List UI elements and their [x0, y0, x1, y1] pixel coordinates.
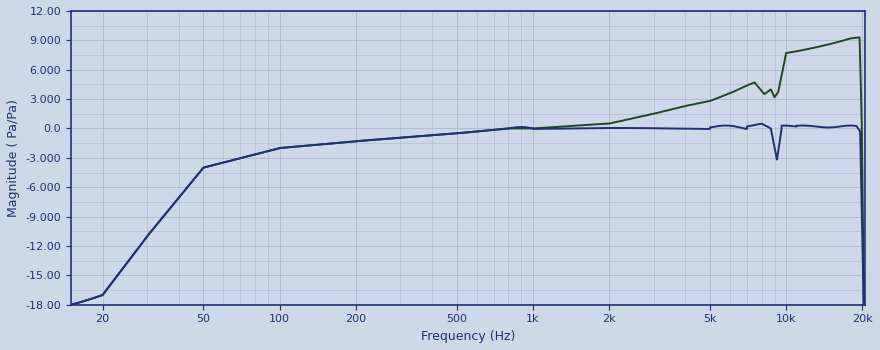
Y-axis label: Magnitude ( Pa/Pa): Magnitude ( Pa/Pa): [7, 99, 20, 217]
X-axis label: Frequency (Hz): Frequency (Hz): [421, 330, 515, 343]
